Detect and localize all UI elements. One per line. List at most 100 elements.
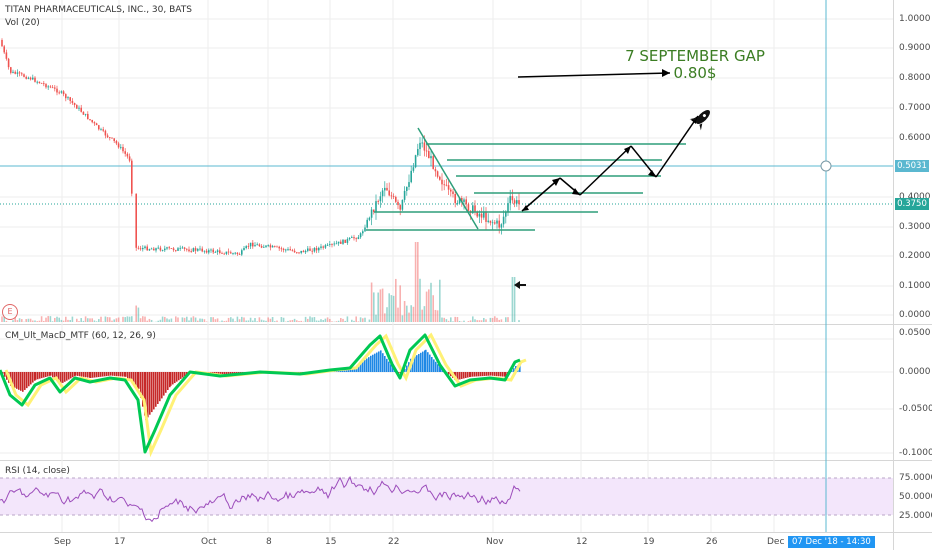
candle [168, 246, 170, 250]
volume-bar [93, 320, 96, 322]
candle [58, 90, 60, 95]
volume-bar [324, 318, 327, 322]
macd-hist-bar [469, 372, 471, 378]
crosshair-circle-icon[interactable] [820, 160, 832, 172]
candle [89, 118, 91, 121]
candle [502, 210, 505, 228]
candle [78, 105, 80, 111]
candle [377, 199, 379, 204]
candle [304, 249, 307, 254]
candle [29, 76, 32, 81]
volume-bar [276, 320, 278, 322]
volume-bar [183, 317, 186, 322]
earnings-badge[interactable]: E [2, 304, 18, 320]
candle [144, 245, 146, 250]
volume-bar [181, 317, 184, 322]
volume-bar [34, 320, 36, 322]
macd-hist-bar [174, 372, 176, 384]
rsi-indicator-label[interactable]: RSI (14, close) [5, 466, 70, 476]
volume-bar [16, 320, 19, 322]
volume-bar [232, 318, 234, 322]
volume-bar [197, 320, 199, 322]
macd-hist-bar [92, 372, 94, 378]
macd-hist-bar [427, 352, 429, 372]
candle [69, 96, 71, 105]
macd-hist-bar [342, 370, 344, 372]
price-tick: 0.6000 [899, 133, 931, 143]
macd-hist-bar [392, 367, 394, 372]
candle [62, 90, 65, 97]
time-tick: 12 [576, 537, 588, 547]
candle [148, 248, 151, 251]
volume-bar [452, 321, 454, 322]
candle [47, 85, 49, 90]
volume-bar [135, 305, 137, 322]
candle [227, 248, 230, 255]
macd-hist-bar [85, 372, 87, 378]
macd-hist-bar [440, 367, 442, 372]
candle [225, 251, 228, 256]
macd-hist-bar [362, 361, 364, 372]
arrow-heads [522, 69, 698, 211]
candle [375, 194, 377, 220]
macd-hist-bar [163, 372, 165, 396]
candle [384, 181, 386, 197]
volume-bar [67, 319, 69, 322]
volume-bar [45, 317, 47, 322]
volume-bar [483, 317, 485, 322]
candle [335, 240, 338, 245]
volume-bar [263, 320, 265, 322]
macd-indicator-label[interactable]: CM_Ult_MacD_MTF (60, 12, 26, 9) [5, 331, 156, 341]
macd-hist-bar [62, 372, 64, 383]
macd-hist-bar [480, 372, 482, 377]
candle [40, 82, 43, 84]
volume-bar [54, 317, 56, 322]
macd-hist-bar [465, 372, 467, 378]
volume-bar [456, 316, 459, 322]
candle [491, 219, 494, 230]
macd-hist-bar [398, 372, 400, 374]
volume-bar [225, 320, 228, 322]
candle [203, 250, 206, 254]
macd-hist-bar [492, 372, 494, 376]
volume-bar [326, 317, 329, 322]
macd-hist-bar [81, 372, 83, 377]
volume-bar [91, 318, 93, 322]
macd-hist-bar [236, 372, 238, 374]
volume-bar [322, 320, 324, 322]
volume-bar [241, 316, 243, 322]
macd-hist-bar [87, 372, 89, 378]
volume-bar [14, 317, 16, 322]
macd-hist-bar [153, 372, 155, 410]
candle [432, 154, 434, 170]
volume-bar [384, 313, 386, 322]
candle [102, 126, 104, 133]
time-tick: 19 [643, 537, 655, 547]
time-tick: 22 [388, 537, 400, 547]
macd-hist-bar [96, 372, 98, 378]
candle [113, 138, 115, 143]
candle [410, 165, 412, 184]
volume-bar [223, 321, 225, 322]
macd-hist-bar [64, 372, 66, 382]
volume-bar [212, 317, 214, 322]
volume-bar [139, 318, 142, 322]
macd-hist-bar [122, 372, 124, 377]
volume-bar [500, 319, 503, 322]
volume-bar [362, 318, 364, 322]
candle [518, 192, 520, 211]
macd-hist-bar [404, 368, 406, 372]
volume-bar [256, 321, 258, 322]
time-tick: Nov [486, 537, 504, 547]
candle [307, 245, 309, 253]
volume-bar [388, 293, 390, 322]
candle [95, 122, 98, 126]
candle [1, 38, 3, 47]
volume-bar [494, 316, 496, 322]
candle [216, 249, 219, 255]
candle [414, 154, 417, 169]
candle [278, 245, 280, 251]
volume-bar [150, 319, 153, 322]
macd-hist-bar [56, 372, 58, 381]
